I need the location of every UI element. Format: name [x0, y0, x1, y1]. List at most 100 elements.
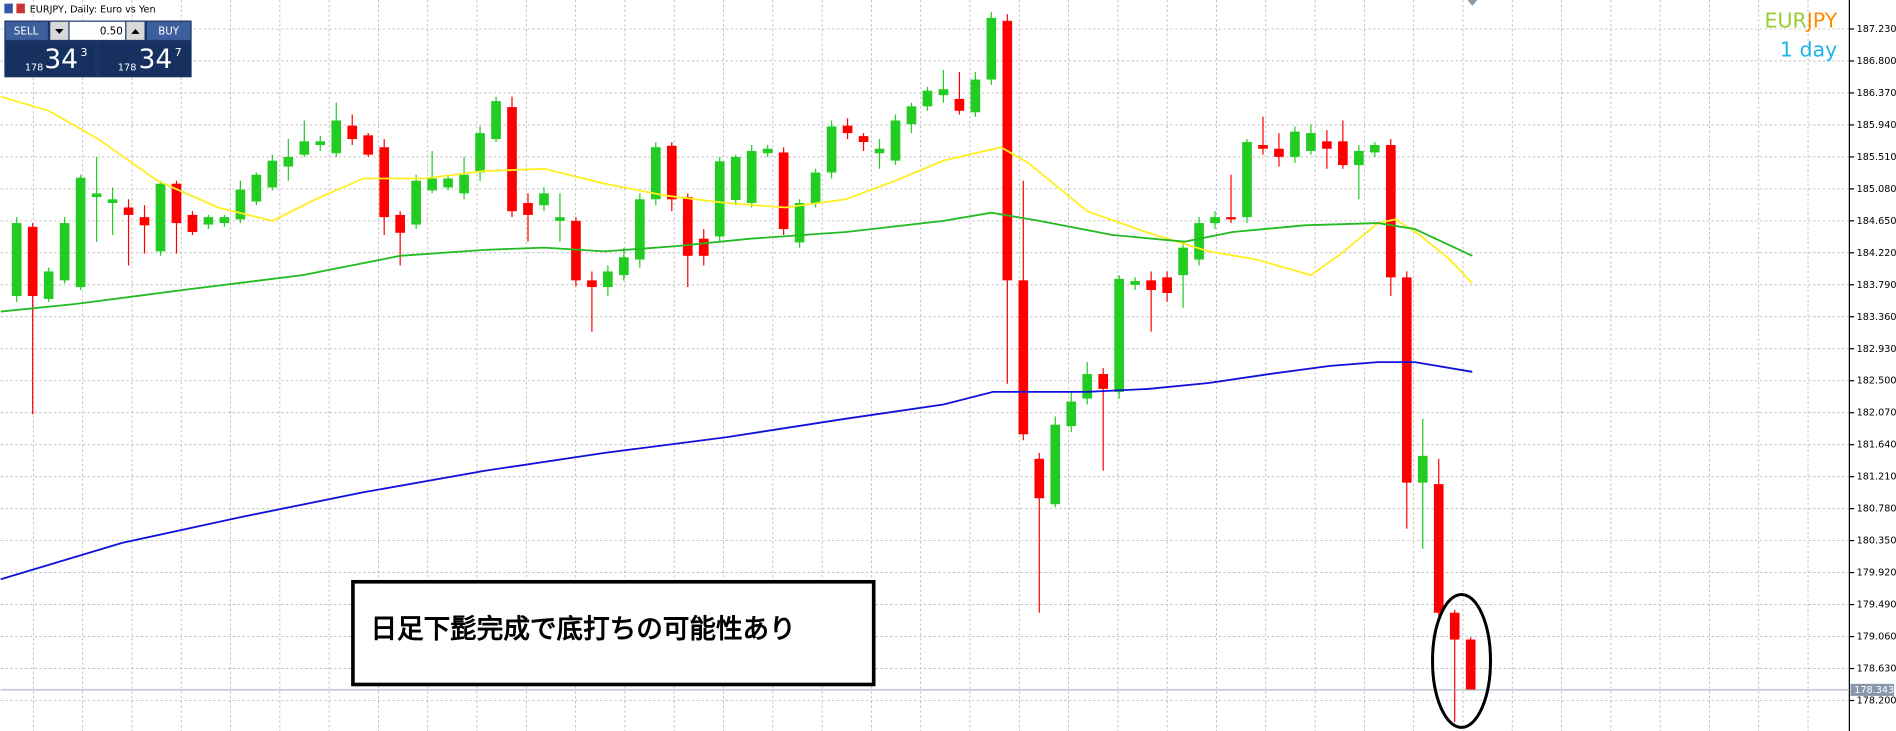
candle-body — [906, 106, 917, 125]
candle-body — [587, 280, 597, 288]
buy-price-big[interactable]: 178 — [118, 63, 136, 74]
candle-body — [826, 126, 837, 173]
y-tick-label: 186.800 — [1857, 56, 1896, 67]
y-tick-label: 181.640 — [1857, 440, 1896, 451]
candle-body — [27, 226, 38, 296]
candle-body — [730, 156, 741, 201]
buy-price-frac[interactable]: 7 — [175, 46, 182, 59]
moving-average — [0, 361, 1473, 581]
candle-body — [698, 238, 709, 256]
y-tick-label: 184.650 — [1857, 216, 1896, 227]
candle-body — [299, 141, 310, 155]
candle-body — [315, 141, 326, 146]
candle-body — [283, 156, 294, 167]
sell-price-frac[interactable]: 3 — [80, 46, 87, 59]
candle-body — [1401, 277, 1412, 483]
candle-body — [363, 135, 374, 155]
candle-body — [443, 178, 453, 188]
candle-body — [1338, 141, 1348, 166]
symbol-base: EUR — [1764, 9, 1806, 33]
candle-body — [682, 197, 693, 256]
overlay-layer — [0, 95, 1850, 691]
sell-price-pips[interactable]: 34 — [44, 44, 78, 75]
candle-body — [650, 147, 661, 200]
candle-body — [1034, 458, 1045, 499]
y-tick-label: 182.500 — [1857, 376, 1896, 387]
buy-button[interactable] — [146, 21, 191, 40]
candle-body — [1146, 280, 1156, 291]
y-tick-label: 178.200 — [1857, 696, 1896, 707]
candle-body — [459, 174, 469, 194]
symbol-quote: JPY — [1805, 9, 1838, 33]
candle-body — [379, 147, 390, 218]
candle-body — [810, 172, 821, 204]
candle-body — [1226, 217, 1236, 220]
y-tick-label: 179.920 — [1857, 568, 1896, 579]
candle-body — [235, 189, 246, 220]
y-tick-label: 182.930 — [1857, 344, 1896, 355]
candle-body — [986, 17, 997, 80]
candle-body — [938, 89, 949, 96]
y-tick-label: 183.360 — [1857, 312, 1896, 323]
symbol: EURJPY — [1764, 9, 1837, 33]
candle-body — [155, 183, 166, 252]
y-tick-label: 184.220 — [1857, 248, 1896, 259]
sell-price-box[interactable] — [5, 42, 95, 77]
y-tick-label: 187.230 — [1857, 24, 1896, 35]
candle-body — [331, 120, 342, 154]
candle-body — [842, 125, 853, 134]
moving-average — [0, 95, 1473, 284]
candle-body — [1098, 374, 1109, 389]
candle-body — [203, 217, 214, 225]
candle-body — [123, 207, 134, 215]
y-tick-label: 179.490 — [1857, 600, 1896, 611]
candle-body — [427, 178, 437, 191]
candle-body — [59, 223, 70, 281]
candle-body — [91, 193, 102, 198]
buy-label[interactable]: BUY — [158, 25, 180, 37]
candle-body — [1050, 424, 1061, 505]
candle-body — [1066, 401, 1077, 427]
candle-body — [1130, 281, 1140, 285]
candle-body — [507, 107, 517, 212]
chart-title: EURJPY, Daily: Euro vs Yen — [30, 5, 156, 16]
candle-body — [1242, 142, 1252, 218]
y-tick-label: 180.780 — [1857, 504, 1896, 515]
candle-body — [954, 98, 965, 111]
candle-body — [794, 203, 805, 243]
candle-body — [1210, 217, 1220, 224]
candle-body — [251, 174, 262, 202]
current-price-box — [1850, 683, 1895, 696]
lot-field[interactable] — [69, 21, 126, 40]
candle-body — [523, 203, 533, 215]
buy-price-pips[interactable]: 34 — [138, 44, 172, 75]
candle-body — [539, 193, 549, 206]
candle-body — [1369, 145, 1380, 153]
candle-body — [714, 161, 725, 237]
candle-body — [922, 90, 933, 107]
candle-body — [666, 145, 677, 200]
y-tick-label: 185.510 — [1857, 152, 1896, 163]
candle-body — [858, 136, 869, 143]
icon — [4, 3, 13, 14]
candle-body — [603, 271, 613, 288]
candle-body — [746, 150, 757, 204]
y-tick-label: 186.370 — [1857, 88, 1896, 99]
candle-body — [778, 152, 789, 230]
annotation: 日足下髭完成で底打ちの可能性あり — [370, 614, 795, 645]
shift-marker — [1467, 0, 1478, 7]
lot-size[interactable]: 0.50 — [100, 25, 123, 37]
sell-button[interactable] — [5, 21, 48, 40]
sell-price-big[interactable]: 178 — [25, 63, 43, 74]
y-tick-label: 179.060 — [1857, 632, 1896, 643]
candle-body — [411, 180, 421, 225]
sell-label[interactable]: SELL — [14, 25, 39, 37]
y-tick-label: 181.210 — [1857, 472, 1896, 483]
timeframe: 1 day — [1780, 38, 1837, 62]
y-tick-label: 180.350 — [1857, 536, 1896, 547]
candle-body — [970, 79, 981, 113]
candle-body — [1162, 277, 1172, 293]
candle-body — [475, 133, 485, 173]
buy-price-box[interactable] — [99, 42, 191, 77]
candle-body — [571, 220, 581, 281]
